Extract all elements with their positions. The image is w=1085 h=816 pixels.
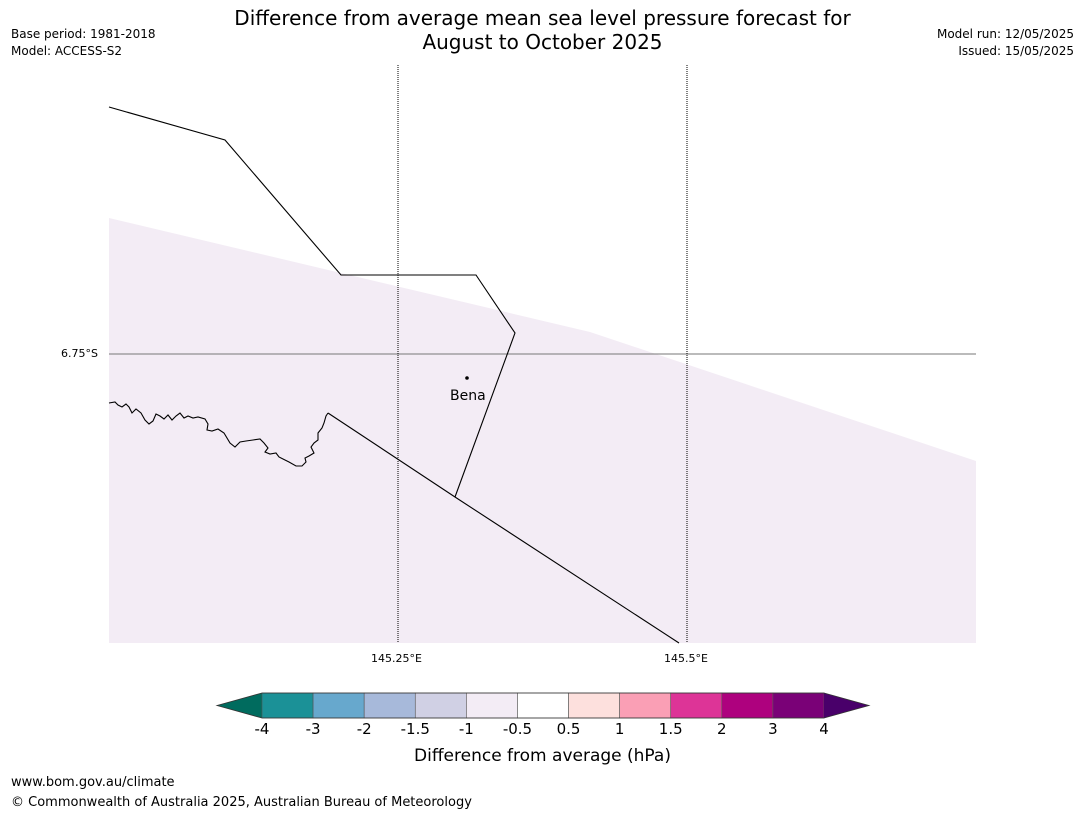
colorbar-segment <box>772 692 825 719</box>
colorbar-segment <box>721 692 774 719</box>
colorbar-tick-label: -4 <box>254 720 270 738</box>
colorbar-tick-label: -1.5 <box>400 720 430 738</box>
footer-url: www.bom.gov.au/climate <box>11 775 175 790</box>
colorbar <box>215 692 871 719</box>
model-text: Model: ACCESS-S2 <box>11 44 123 58</box>
colorbar-segment <box>619 692 672 719</box>
colorbar-extend-high <box>824 693 869 718</box>
colorbar-segment <box>261 692 314 719</box>
colorbar-tick-label: -2 <box>356 720 372 738</box>
meta-right: Model run: 12/05/2025 Issued: 15/05/2025 <box>937 26 1074 60</box>
model-run-text: Model run: 12/05/2025 <box>936 27 1074 41</box>
colorbar-tick-label: -1 <box>458 720 474 738</box>
colorbar-tick-label: 1 <box>614 720 625 738</box>
pressure-anomaly-shading <box>109 218 976 643</box>
chart-title: Difference from average mean sea level p… <box>0 6 1085 54</box>
province-boundary-north <box>108 106 516 498</box>
colorbar-segment <box>414 692 467 719</box>
issued-text: Issued: 15/05/2025 <box>958 44 1074 58</box>
bena-marker <box>465 376 469 380</box>
colorbar-extend-low <box>217 693 262 718</box>
colorbar-segment <box>568 692 620 719</box>
footer-copyright: © Commonwealth of Australia 2025, Austra… <box>11 795 472 810</box>
base-period-text: Base period: 1981-2018 <box>11 27 156 41</box>
lat-label-6-75s: 6.75°S <box>61 347 98 360</box>
colorbar-tick-label: 1.5 <box>658 720 683 738</box>
lon-label-145-5e: 145.5°E <box>664 652 708 665</box>
province-boundary-south <box>327 412 680 644</box>
colorbar-segment <box>312 692 365 719</box>
meta-left: Base period: 1981-2018 Model: ACCESS-S2 <box>11 26 156 60</box>
colorbar-segment <box>517 692 569 719</box>
colorbar-tick-label: -3 <box>305 720 321 738</box>
title-line-2: August to October 2025 <box>422 30 663 54</box>
colorbar-tick-label: 2 <box>717 720 727 738</box>
title-line-1: Difference from average mean sea level p… <box>234 6 851 30</box>
colorbar-tick-label: 0.5 <box>556 720 581 738</box>
colorbar-tick-label: 4 <box>819 720 829 738</box>
colorbar-segment <box>466 692 518 719</box>
colorbar-segment <box>670 692 723 719</box>
colorbar-tick-label: 3 <box>768 720 778 738</box>
lon-label-145-25e: 145.25°E <box>371 652 422 665</box>
river-coastline <box>108 401 329 467</box>
colorbar-segment <box>363 692 416 719</box>
colorbar-tick-label: -0.5 <box>502 720 533 738</box>
place-label-bena: Bena <box>450 388 486 404</box>
colorbar-outline <box>215 692 871 719</box>
colorbar-title: Difference from average (hPa) <box>414 746 671 766</box>
